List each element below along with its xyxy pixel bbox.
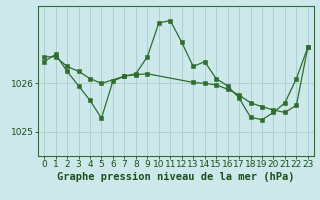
X-axis label: Graphe pression niveau de la mer (hPa): Graphe pression niveau de la mer (hPa) [57, 172, 295, 182]
